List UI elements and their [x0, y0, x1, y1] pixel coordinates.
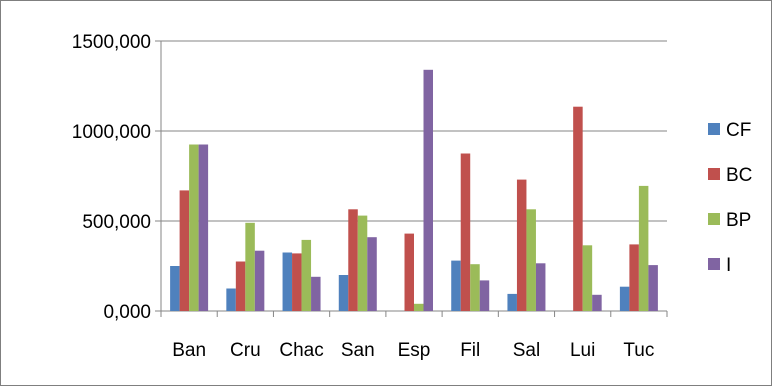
bar-i-cru: [254, 250, 265, 311]
y-tick-label: 500,000: [82, 212, 151, 233]
bar-bp-fil: [470, 264, 480, 311]
bar-cf-san: [338, 275, 349, 311]
bar-i-sal: [535, 263, 546, 311]
bar-bc-fil: [460, 153, 471, 311]
bars: [170, 69, 658, 311]
y-tick-labels: 0,000 500,000 1000,000 1500,000: [72, 32, 151, 323]
bar-i-tuc: [648, 265, 658, 311]
legend-label-i: I: [726, 255, 731, 276]
legend-label-cf: CF: [726, 120, 751, 141]
bar-cf-ban: [170, 266, 180, 311]
bar-bp-san: [357, 215, 368, 311]
x-tick-label: Esp: [398, 340, 431, 361]
legend-label-bp: BP: [726, 210, 751, 231]
bar-bc-sal: [516, 179, 527, 311]
x-tick-labels: Ban Cru Chac San Esp Fil Sal Lui Tuc: [172, 340, 654, 361]
bar-bc-cru: [235, 261, 246, 311]
bar-i-lui: [592, 294, 602, 311]
bar-bp-sal: [526, 209, 536, 311]
bar-bc-ban: [179, 190, 190, 311]
bar-bc-esp: [404, 233, 414, 311]
legend-label-bc: BC: [726, 165, 752, 186]
x-tick-label: Fil: [460, 340, 480, 361]
bar-cf-tuc: [619, 286, 630, 311]
x-tick-label: Cru: [230, 340, 261, 361]
bar-i-esp: [423, 69, 433, 311]
bar-i-ban: [198, 144, 209, 311]
x-tick-label: Lui: [570, 340, 595, 361]
bar-bc-tuc: [629, 244, 639, 311]
x-tick-label: San: [341, 340, 375, 361]
bar-bc-lui: [573, 106, 583, 311]
x-tick-label: Tuc: [623, 340, 654, 361]
bar-bp-lui: [582, 245, 593, 311]
x-tick-label: Chac: [279, 340, 323, 361]
x-tick-label: Sal: [513, 340, 540, 361]
bar-bp-chac: [301, 239, 312, 311]
bar-bp-ban: [189, 144, 199, 311]
y-tick-label: 1000,000: [72, 122, 151, 143]
bar-cf-cru: [226, 288, 236, 311]
y-tick-label: 0,000: [103, 302, 151, 323]
x-tick-label: Ban: [172, 340, 206, 361]
legend: CF BC BP I: [708, 120, 752, 276]
bar-i-fil: [479, 280, 490, 311]
bar-cf-chac: [282, 252, 293, 311]
legend-swatch-cf: [708, 123, 720, 135]
legend-swatch-i: [708, 258, 720, 270]
legend-swatch-bp: [708, 213, 720, 225]
bar-bp-tuc: [638, 185, 649, 311]
bar-i-chac: [311, 276, 321, 311]
bar-bp-esp: [414, 303, 424, 311]
bar-cf-fil: [451, 260, 461, 311]
bar-bc-san: [348, 209, 358, 311]
y-tick-label: 1500,000: [72, 32, 151, 53]
bar-bp-cru: [245, 222, 255, 311]
gridlines: [161, 40, 667, 222]
bar-bc-chac: [292, 253, 302, 311]
bar-cf-sal: [507, 293, 517, 311]
bar-i-san: [367, 237, 377, 311]
legend-swatch-bc: [708, 168, 720, 180]
